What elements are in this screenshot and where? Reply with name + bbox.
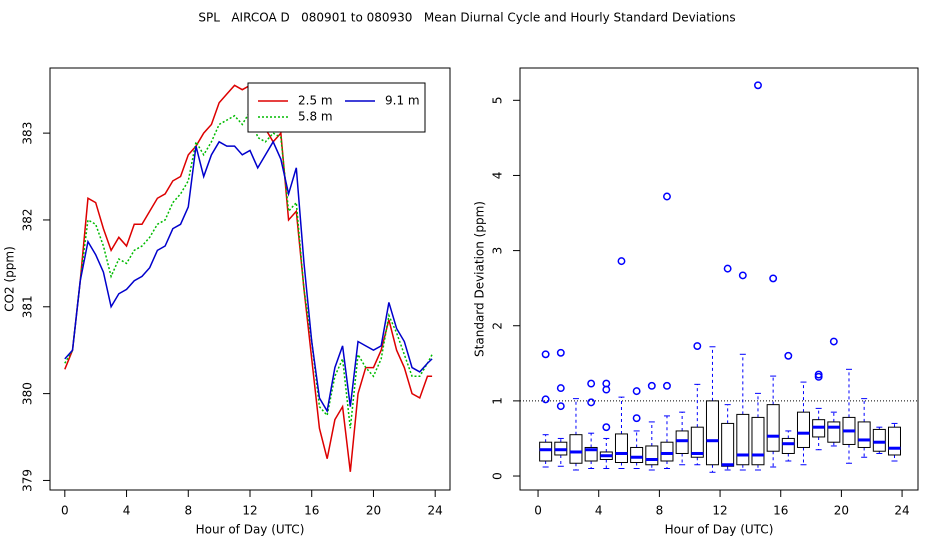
outlier: [632, 387, 641, 396]
y-tick-label: 380: [21, 382, 35, 405]
box: [781, 437, 795, 454]
legend-box: [247, 82, 426, 133]
series-line: [64, 84, 433, 472]
box: [736, 413, 750, 466]
plot-frame: [519, 67, 919, 491]
series-line: [64, 109, 433, 429]
outlier: [769, 274, 778, 283]
outlier: [602, 385, 611, 394]
outlier: [632, 414, 641, 423]
box: [539, 441, 553, 462]
x-tick-label: 8: [656, 504, 664, 518]
box: [796, 411, 810, 448]
outlier: [663, 192, 671, 201]
box: [827, 421, 841, 443]
box: [614, 433, 628, 463]
y-tick-label: 1: [491, 397, 505, 405]
x-tick-label: 0: [534, 504, 542, 518]
y-tick-label: 383: [21, 122, 35, 145]
x-tick-label: 20: [366, 504, 381, 518]
legend-label: 2.5 m: [298, 94, 333, 108]
x-tick-label: 4: [595, 504, 603, 518]
outlier: [814, 372, 823, 381]
x-tick-label: 24: [428, 504, 443, 518]
y-tick-label: 0: [491, 472, 505, 480]
box: [766, 404, 780, 452]
chart-title: SPL AIRCOA D 080901 to 080930 Mean Diurn…: [198, 11, 735, 25]
box: [630, 446, 644, 463]
outlier: [754, 81, 762, 90]
outlier: [663, 381, 671, 390]
outlier: [693, 342, 702, 350]
box: [645, 445, 659, 466]
x-tick-label: 12: [242, 504, 257, 518]
outlier: [541, 395, 550, 404]
box: [857, 421, 871, 448]
outlier: [647, 381, 656, 390]
outlier: [784, 351, 793, 360]
y-tick-label: 382: [21, 209, 35, 232]
box: [872, 428, 886, 452]
box: [721, 422, 735, 467]
box: [887, 426, 901, 456]
x-tick-label: 8: [184, 504, 192, 518]
outlier: [556, 402, 565, 411]
x-tick-label: 4: [123, 504, 131, 518]
outlier: [602, 423, 611, 432]
outlier: [829, 337, 838, 346]
legend-label: 9.1 m: [385, 94, 420, 108]
box: [569, 434, 583, 464]
y-axis-label: Standard Deviation (ppm): [473, 201, 487, 357]
x-axis-label: Hour of Day (UTC): [665, 523, 774, 537]
outlier: [617, 257, 626, 266]
outlier: [541, 350, 550, 359]
y-axis-label: CO2 (ppm): [3, 246, 17, 312]
x-tick-label: 20: [834, 504, 849, 518]
outlier: [556, 348, 565, 357]
outlier: [738, 271, 747, 280]
x-tick-label: 16: [773, 504, 788, 518]
x-tick-label: 16: [304, 504, 319, 518]
box: [660, 441, 674, 462]
box: [705, 400, 719, 466]
x-tick-label: 0: [61, 504, 69, 518]
y-tick-label: 381: [21, 295, 35, 318]
y-tick-label: 3: [491, 247, 505, 255]
outlier: [587, 379, 596, 388]
x-tick-label: 12: [712, 504, 727, 518]
x-tick-label: 24: [894, 504, 909, 518]
outlier: [587, 398, 596, 407]
x-axis-label: Hour of Day (UTC): [196, 523, 305, 537]
y-tick-label: 379: [21, 469, 35, 492]
legend-label: 5.8 m: [298, 110, 333, 124]
y-tick-label: 5: [491, 96, 505, 104]
outlier: [556, 384, 565, 393]
y-tick-label: 2: [491, 322, 505, 330]
box: [751, 416, 765, 466]
series-line: [64, 140, 433, 414]
y-tick-label: 4: [491, 172, 505, 180]
box: [690, 426, 704, 458]
outlier: [723, 264, 732, 273]
box: [675, 430, 689, 454]
